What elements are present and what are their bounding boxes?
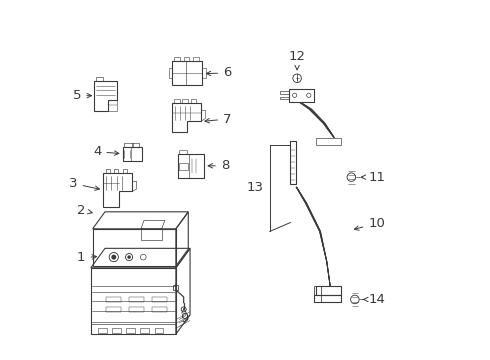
Circle shape (111, 255, 116, 260)
Text: 9: 9 (180, 309, 188, 325)
Text: 6: 6 (206, 67, 231, 80)
Text: 8: 8 (208, 159, 229, 172)
Text: 4: 4 (93, 145, 119, 158)
Text: 5: 5 (73, 89, 92, 102)
Text: 13: 13 (246, 181, 264, 194)
Text: 7: 7 (205, 113, 231, 126)
Text: 1: 1 (77, 252, 97, 265)
Text: 3: 3 (69, 177, 99, 190)
Text: 2: 2 (77, 204, 92, 217)
Text: 11: 11 (361, 171, 385, 184)
Text: 14: 14 (363, 293, 385, 306)
Circle shape (127, 255, 131, 259)
Text: 10: 10 (354, 217, 385, 230)
Text: 12: 12 (289, 50, 306, 70)
